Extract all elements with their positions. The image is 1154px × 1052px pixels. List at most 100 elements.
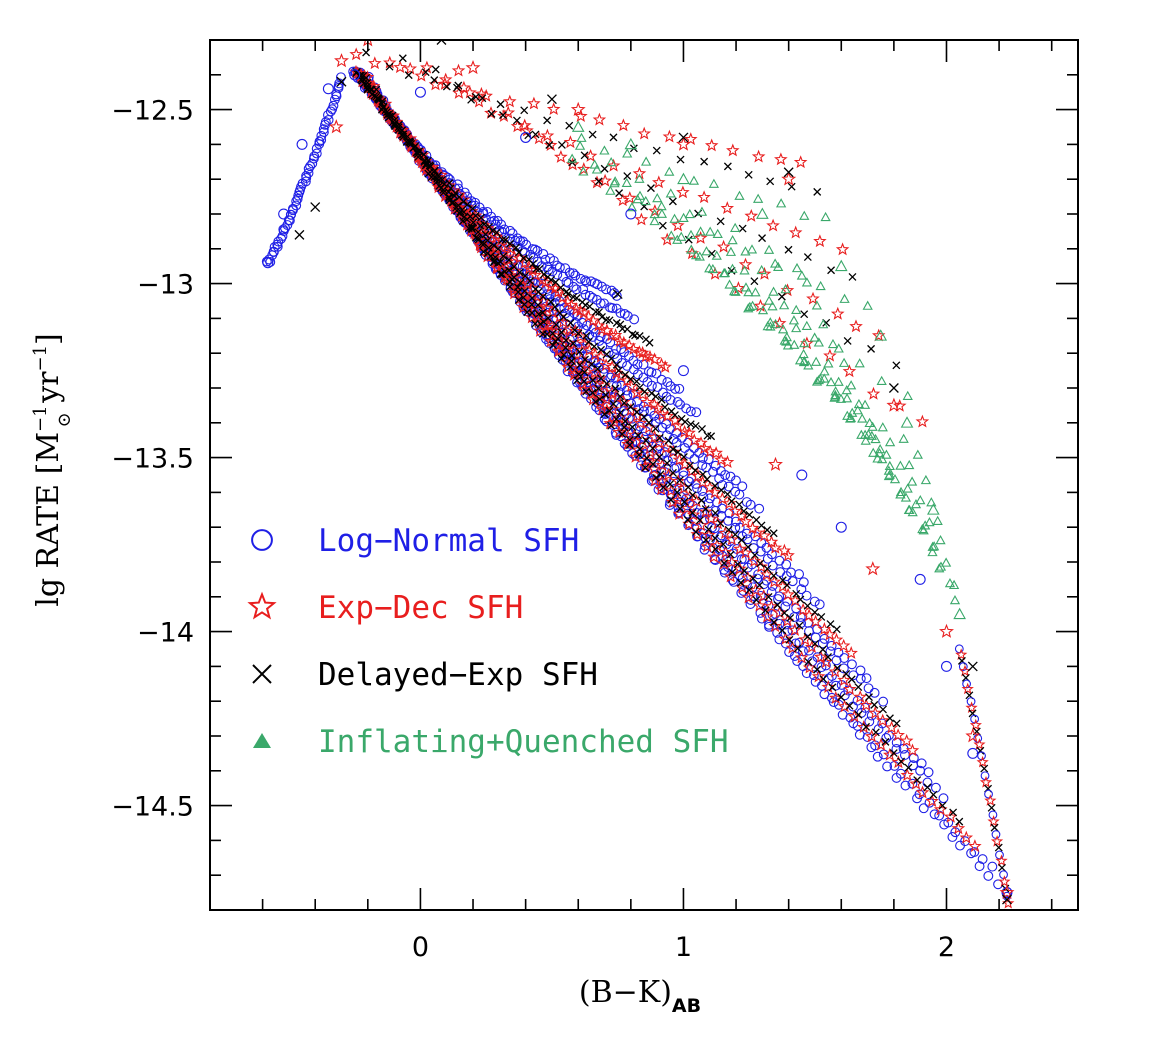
inflating-quenched-point (895, 489, 906, 499)
inflating-quenched-point (846, 380, 857, 390)
log-normal-point (817, 638, 828, 649)
inflating-quenched-point (902, 390, 913, 400)
delayed-exp-point (607, 421, 616, 430)
delayed-exp-point (698, 424, 706, 433)
delayed-exp-point (642, 454, 651, 463)
delayed-exp-point (421, 68, 430, 77)
exp-dec-point (349, 47, 363, 61)
delayed-exp-point (476, 221, 485, 230)
delayed-exp-point (913, 776, 922, 785)
inflating-quenched-point (796, 270, 808, 280)
exp-dec-point (751, 149, 766, 163)
inflating-quenched-point (724, 279, 735, 289)
delayed-exp-point (787, 182, 796, 191)
delayed-exp-point (635, 332, 644, 340)
exp-dec-point (707, 549, 721, 563)
exp-dec-point (892, 398, 907, 412)
exp-dec-point (744, 209, 759, 222)
delayed-exp-point (621, 370, 630, 379)
exp-dec-point (720, 201, 735, 215)
delayed-exp-point (785, 635, 794, 644)
exp-dec-point (682, 489, 697, 503)
log-normal-point (672, 397, 683, 407)
inflating-quenched-point (835, 393, 847, 403)
exp-dec-point (447, 201, 462, 215)
delayed-exp-point (819, 675, 828, 684)
delayed-exp-point (824, 653, 832, 661)
delayed-exp-point (459, 217, 467, 225)
log-normal-point (745, 499, 756, 510)
exp-dec-point (583, 149, 598, 162)
inflating-quenched-point (744, 301, 755, 311)
log-normal-point (595, 298, 606, 309)
log-normal-point (668, 434, 679, 444)
delayed-exp-point (750, 277, 759, 286)
log-normal-point (646, 367, 657, 378)
log-normal-point (670, 383, 681, 394)
log-normal-point (305, 161, 316, 172)
log-normal-point (605, 337, 616, 348)
exp-dec-point (772, 605, 787, 619)
delayed-exp-point (733, 560, 742, 569)
log-normal-point (595, 331, 606, 342)
delayed-exp-point (764, 592, 773, 601)
exp-dec-point (414, 68, 429, 82)
exp-dec-point (494, 246, 509, 260)
log-normal-point (698, 491, 709, 502)
delayed-exp-point (378, 97, 387, 106)
exp-dec-point (715, 491, 730, 505)
star-sample-point (676, 136, 691, 151)
exp-dec-point (393, 60, 407, 74)
inflating-quenched-point (924, 516, 935, 527)
exp-dec-point (933, 802, 948, 816)
exp-dec-point (666, 444, 681, 458)
log-normal-point (809, 596, 820, 607)
delayed-exp-point (394, 123, 403, 132)
exp-dec-point (738, 514, 753, 528)
delayed-exp-point (520, 300, 529, 309)
log-normal-point (764, 621, 774, 632)
exp-dec-point (668, 413, 682, 427)
inflating-quenched-point (857, 413, 868, 423)
log-normal-point (292, 194, 303, 204)
exp-dec-point (842, 364, 857, 378)
y-tick-label: −12.5 (111, 96, 194, 127)
delayed-exp-point (782, 581, 791, 590)
delayed-exp-point (652, 473, 661, 482)
exp-dec-point (866, 386, 881, 400)
log-normal-point (812, 624, 823, 635)
delayed-exp-point (668, 468, 677, 477)
log-normal-point (280, 223, 291, 234)
inflating-quenched-point (940, 557, 952, 567)
delayed-exp-point (498, 235, 507, 244)
tail-point (984, 794, 997, 806)
delayed-exp-point (673, 488, 682, 497)
delayed-exp-point (534, 310, 543, 319)
delayed-exp-point (492, 228, 501, 237)
delayed-exp-point (496, 100, 505, 109)
delayed-exp-point (795, 621, 804, 630)
inflating-quenched-point (900, 492, 912, 502)
exp-dec-point (631, 442, 646, 456)
inflating-quenched-point (747, 300, 758, 310)
delayed-exp-point (580, 377, 589, 386)
log-normal-point (622, 360, 632, 371)
log-normal-point (632, 359, 643, 370)
log-normal-point (691, 407, 702, 418)
delayed-exp-point (826, 620, 835, 629)
cross-sample-point (310, 202, 321, 212)
delayed-exp-point (938, 801, 947, 810)
exp-dec-point (704, 138, 719, 152)
delayed-exp-point (701, 505, 710, 514)
delayed-exp-point (635, 450, 643, 459)
circle-sample-point (262, 257, 274, 269)
log-normal-point (719, 567, 730, 578)
x-axis-title-subscript: AB (672, 995, 701, 1017)
delayed-exp-point (413, 148, 422, 157)
log-normal-point (269, 242, 280, 252)
inflating-quenched-point (815, 280, 826, 291)
inflating-quenched-point (750, 287, 761, 297)
inflating-quenched-point (632, 194, 643, 204)
log-normal-point (590, 355, 601, 366)
delayed-exp-point (848, 273, 857, 281)
